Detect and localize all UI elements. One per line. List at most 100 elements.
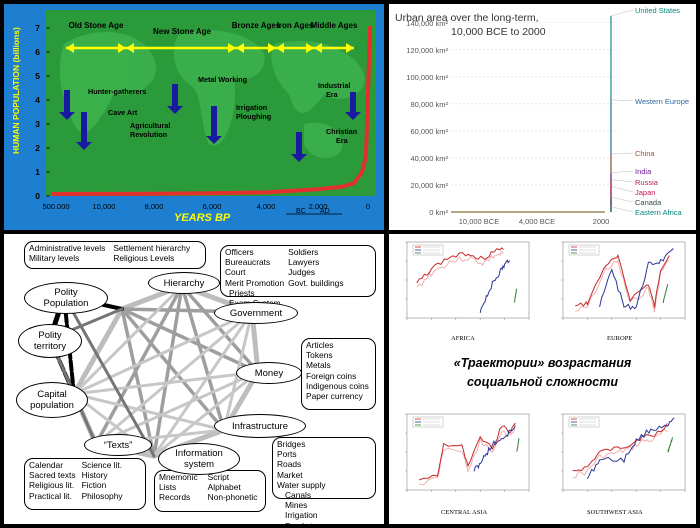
mini-series-red <box>416 247 504 284</box>
x-tick-label: 6,000 <box>203 202 222 211</box>
region-label-europe: EUROPE <box>607 335 633 342</box>
chart-title-line1: Urban area over the long-term, <box>395 12 539 24</box>
mini-chart-central-asia <box>405 413 530 492</box>
node-hierarchy: Hierarchy <box>148 272 220 294</box>
population-chart: 0 1 2 3 4 5 6 7 500.000 10,000 8,000 6,000 4,000 2,0… <box>11 10 376 224</box>
series-label: Western Europe <box>635 97 689 106</box>
mini-series-red <box>572 423 668 472</box>
y-tick-label: 7 <box>35 23 40 33</box>
node-polity-population: Polity Population <box>24 282 108 314</box>
label-leader <box>610 186 634 193</box>
label-leader <box>610 9 634 17</box>
region-label-southwest-asia: SOUTHWEST ASIA <box>587 509 643 516</box>
information-vars-col1: Mnemonic Lists Records <box>159 472 198 503</box>
mini-series-band <box>572 428 668 479</box>
mini-chart-europe <box>561 241 686 320</box>
series-label: Japan <box>635 188 655 197</box>
series-label: India <box>635 167 652 176</box>
hierarchy-vars-col1: Administrative levels Military levels <box>29 243 106 264</box>
y-tick-label: 1 <box>35 167 40 177</box>
annotation-industrial: Industrial Era <box>318 81 350 99</box>
x-axis-label: YEARS BP <box>174 212 231 224</box>
complexity-network-panel: Administrative levels Military levels Set… <box>4 234 384 524</box>
y-tick-label: 60,000 km² <box>410 127 448 136</box>
series-label: Russia <box>635 178 659 187</box>
annotation-arrows <box>59 84 361 162</box>
bc-label: BC <box>296 208 306 215</box>
node-texts: “Texts” <box>84 434 152 456</box>
age-label-middle: Middle Ages <box>311 21 358 30</box>
age-label-new-stone: New Stone Age <box>153 27 211 36</box>
annotation-christian: Christian Era <box>326 127 357 145</box>
annotation-cave-art: Cave Art <box>108 108 138 117</box>
node-information-system: Information system <box>158 443 240 475</box>
y-tick-label: 2 <box>35 143 40 153</box>
information-vars-col2: Script Alphabet Non-phonetic <box>207 472 258 503</box>
y-tick-label: 4 <box>35 95 40 105</box>
urban-grid: 0 km² 20,000 km² 40,000 km² 60,000 km² 80,00… <box>406 19 617 217</box>
age-label-iron: Iron Ages <box>277 21 314 30</box>
hierarchy-variables-box: Administrative levels Military levels Set… <box>24 241 206 269</box>
x-tick-label: 4,000 BCE <box>519 217 555 226</box>
x-tick-label: 2,000 <box>309 202 328 211</box>
y-tick-label: 5 <box>35 71 40 81</box>
texts-variables-box: Calendar Sacred texts Religious lit. Pra… <box>24 458 146 510</box>
label-leader <box>610 99 634 102</box>
y-tick-label: 40,000 km² <box>410 154 448 163</box>
y-tick-label: 0 <box>35 191 40 201</box>
infrastructure-variables-box: Bridges Ports Roads Market Water supplyC… <box>272 437 376 524</box>
mini-chart-southwest-asia <box>561 413 686 492</box>
urban-series <box>451 16 612 213</box>
x-tick-label: 8,000 <box>145 202 164 211</box>
trajectories-title-line2: социальной сложности <box>466 375 619 389</box>
urban-area-chart: Urban area over the long-term, 10,000 BC… <box>395 6 689 226</box>
urban-x-axis: 10,000 BCE 4,000 BCE 2000 <box>459 217 610 226</box>
infrastructure-vars-col1: Bridges Ports Roads Market Water supply <box>277 439 326 490</box>
annotation-metal-working: Metal Working <box>198 75 247 84</box>
series-label: Canada <box>635 198 662 207</box>
mini-series-blue <box>586 417 675 480</box>
y-tick-label: 140,000 km² <box>406 19 448 28</box>
label-leader <box>610 170 634 173</box>
mini-series-red <box>575 253 670 308</box>
government-vars-col2: Soldiers Lawyers Judges Govt. buildings <box>288 247 344 288</box>
trajectories-panel: «Траектории» возрастания социальной слож… <box>389 234 696 524</box>
label-leader <box>610 179 634 183</box>
money-variables-box: Articles Tokens Metals Foreign coins Ind… <box>301 338 376 410</box>
population-chart-panel: 0 1 2 3 4 5 6 7 500.000 10,000 8,000 6,000 4,000 2,0… <box>4 4 384 230</box>
y-tick-label: 6 <box>35 47 40 57</box>
hierarchy-vars-col2: Settlement hierarchy Religious Levels <box>113 243 191 264</box>
mini-series-blue <box>599 248 674 311</box>
urban-area-chart-panel: Urban area over the long-term, 10,000 BC… <box>389 4 696 230</box>
y-tick-label: 20,000 km² <box>410 181 448 190</box>
node-government: Government <box>214 302 298 324</box>
money-vars-col1: Articles Tokens Metals Foreign coins Ind… <box>306 340 369 402</box>
x-tick-label: 4,000 <box>257 202 276 211</box>
age-label-old-stone: Old Stone Age <box>69 21 124 30</box>
x-axis: 500.000 10,000 8,000 6,000 4,000 2,000 0 <box>42 202 370 211</box>
series-label: China <box>635 149 655 158</box>
x-tick-label: 0 <box>366 202 370 211</box>
infrastructure-vars-col2: Canals Mines Irrigation Food storage <box>285 490 334 524</box>
annotation-hunter-gatherers: Hunter-gatherers <box>88 87 146 96</box>
y-tick-label: 80,000 km² <box>410 100 448 109</box>
age-label-bronze: Bronze Ages <box>232 21 281 30</box>
y-axis: 0 1 2 3 4 5 6 7 <box>35 23 50 201</box>
trajectories-title-line1: «Траектории» возрастания <box>453 356 632 370</box>
mini-series-green <box>513 288 518 303</box>
mini-series-green <box>662 284 669 304</box>
ages-markers <box>66 43 354 53</box>
texts-vars-col2: Science lit. History Fiction Philosophy <box>81 460 123 501</box>
node-polity-territory: Polity territory <box>18 324 82 358</box>
series-label: Eastern Africa <box>635 208 683 217</box>
ad-label: AD <box>320 208 330 215</box>
world-map-silhouette <box>59 30 365 159</box>
label-leader <box>610 152 634 155</box>
node-capital-population: Capital population <box>16 382 88 418</box>
mini-chart-africa <box>405 241 530 320</box>
government-variables-box: Officers Bureaucrats Court Merit Promoti… <box>220 245 376 318</box>
mini-series-blue <box>473 425 516 472</box>
label-leader <box>610 196 634 203</box>
y-axis-label: HUMAN POPULATION (billions) <box>11 27 21 154</box>
region-label-africa: AFRICA <box>451 335 475 342</box>
